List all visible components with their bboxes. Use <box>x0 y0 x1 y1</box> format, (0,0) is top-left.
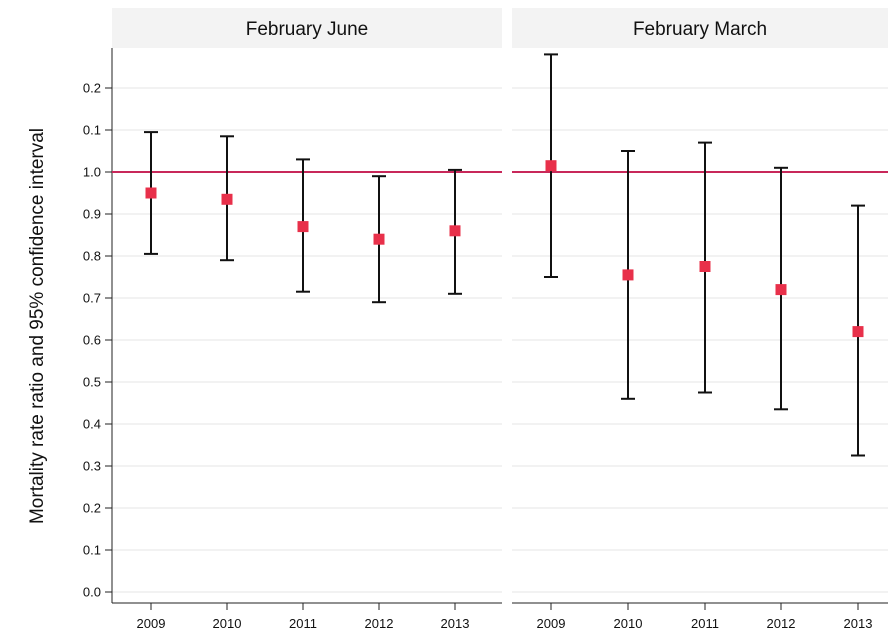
estimate-marker <box>297 221 309 233</box>
estimate-marker <box>622 269 634 281</box>
panel-title-strip <box>512 8 888 48</box>
panel-title: February March <box>633 19 767 40</box>
x-tick-label: 2009 <box>137 616 166 631</box>
y-tick-label: 0.7 <box>83 291 101 306</box>
y-tick-label: 0.3 <box>83 459 101 474</box>
x-tick-label: 2012 <box>365 616 394 631</box>
estimate-marker <box>775 284 787 296</box>
estimate-marker <box>545 160 557 172</box>
estimate-marker <box>145 187 157 199</box>
x-tick-label: 2011 <box>691 616 719 631</box>
y-tick-label: 0.1 <box>83 543 101 558</box>
x-tick-label: 2010 <box>213 616 242 631</box>
y-tick-label: 1.0 <box>83 165 101 180</box>
panel-title-strip <box>112 8 502 48</box>
y-tick-label: 0.0 <box>83 585 101 600</box>
estimate-marker <box>221 193 233 205</box>
x-tick-label: 2011 <box>289 616 317 631</box>
estimate-marker <box>449 225 461 237</box>
y-tick-label: 0.2 <box>83 81 101 96</box>
x-tick-label: 2013 <box>441 616 470 631</box>
estimate-marker <box>699 261 711 272</box>
y-tick-label: 0.2 <box>83 501 101 516</box>
panel-title: February June <box>246 19 369 40</box>
y-tick-label: 0.4 <box>83 417 101 432</box>
estimate-marker <box>373 233 385 245</box>
y-tick-label: 0.9 <box>83 207 101 222</box>
y-tick-label: 0.6 <box>83 333 101 348</box>
x-tick-label: 2009 <box>537 616 566 631</box>
x-tick-label: 2010 <box>614 616 643 631</box>
x-tick-label: 2013 <box>844 616 873 631</box>
y-tick-label: 0.1 <box>83 123 101 138</box>
y-axis-label: Mortality rate ratio and 95% confidence … <box>27 128 48 524</box>
x-tick-label: 2012 <box>767 616 796 631</box>
y-tick-label: 0.5 <box>83 375 101 390</box>
estimate-marker <box>852 326 864 338</box>
y-tick-label: 0.8 <box>83 249 101 264</box>
